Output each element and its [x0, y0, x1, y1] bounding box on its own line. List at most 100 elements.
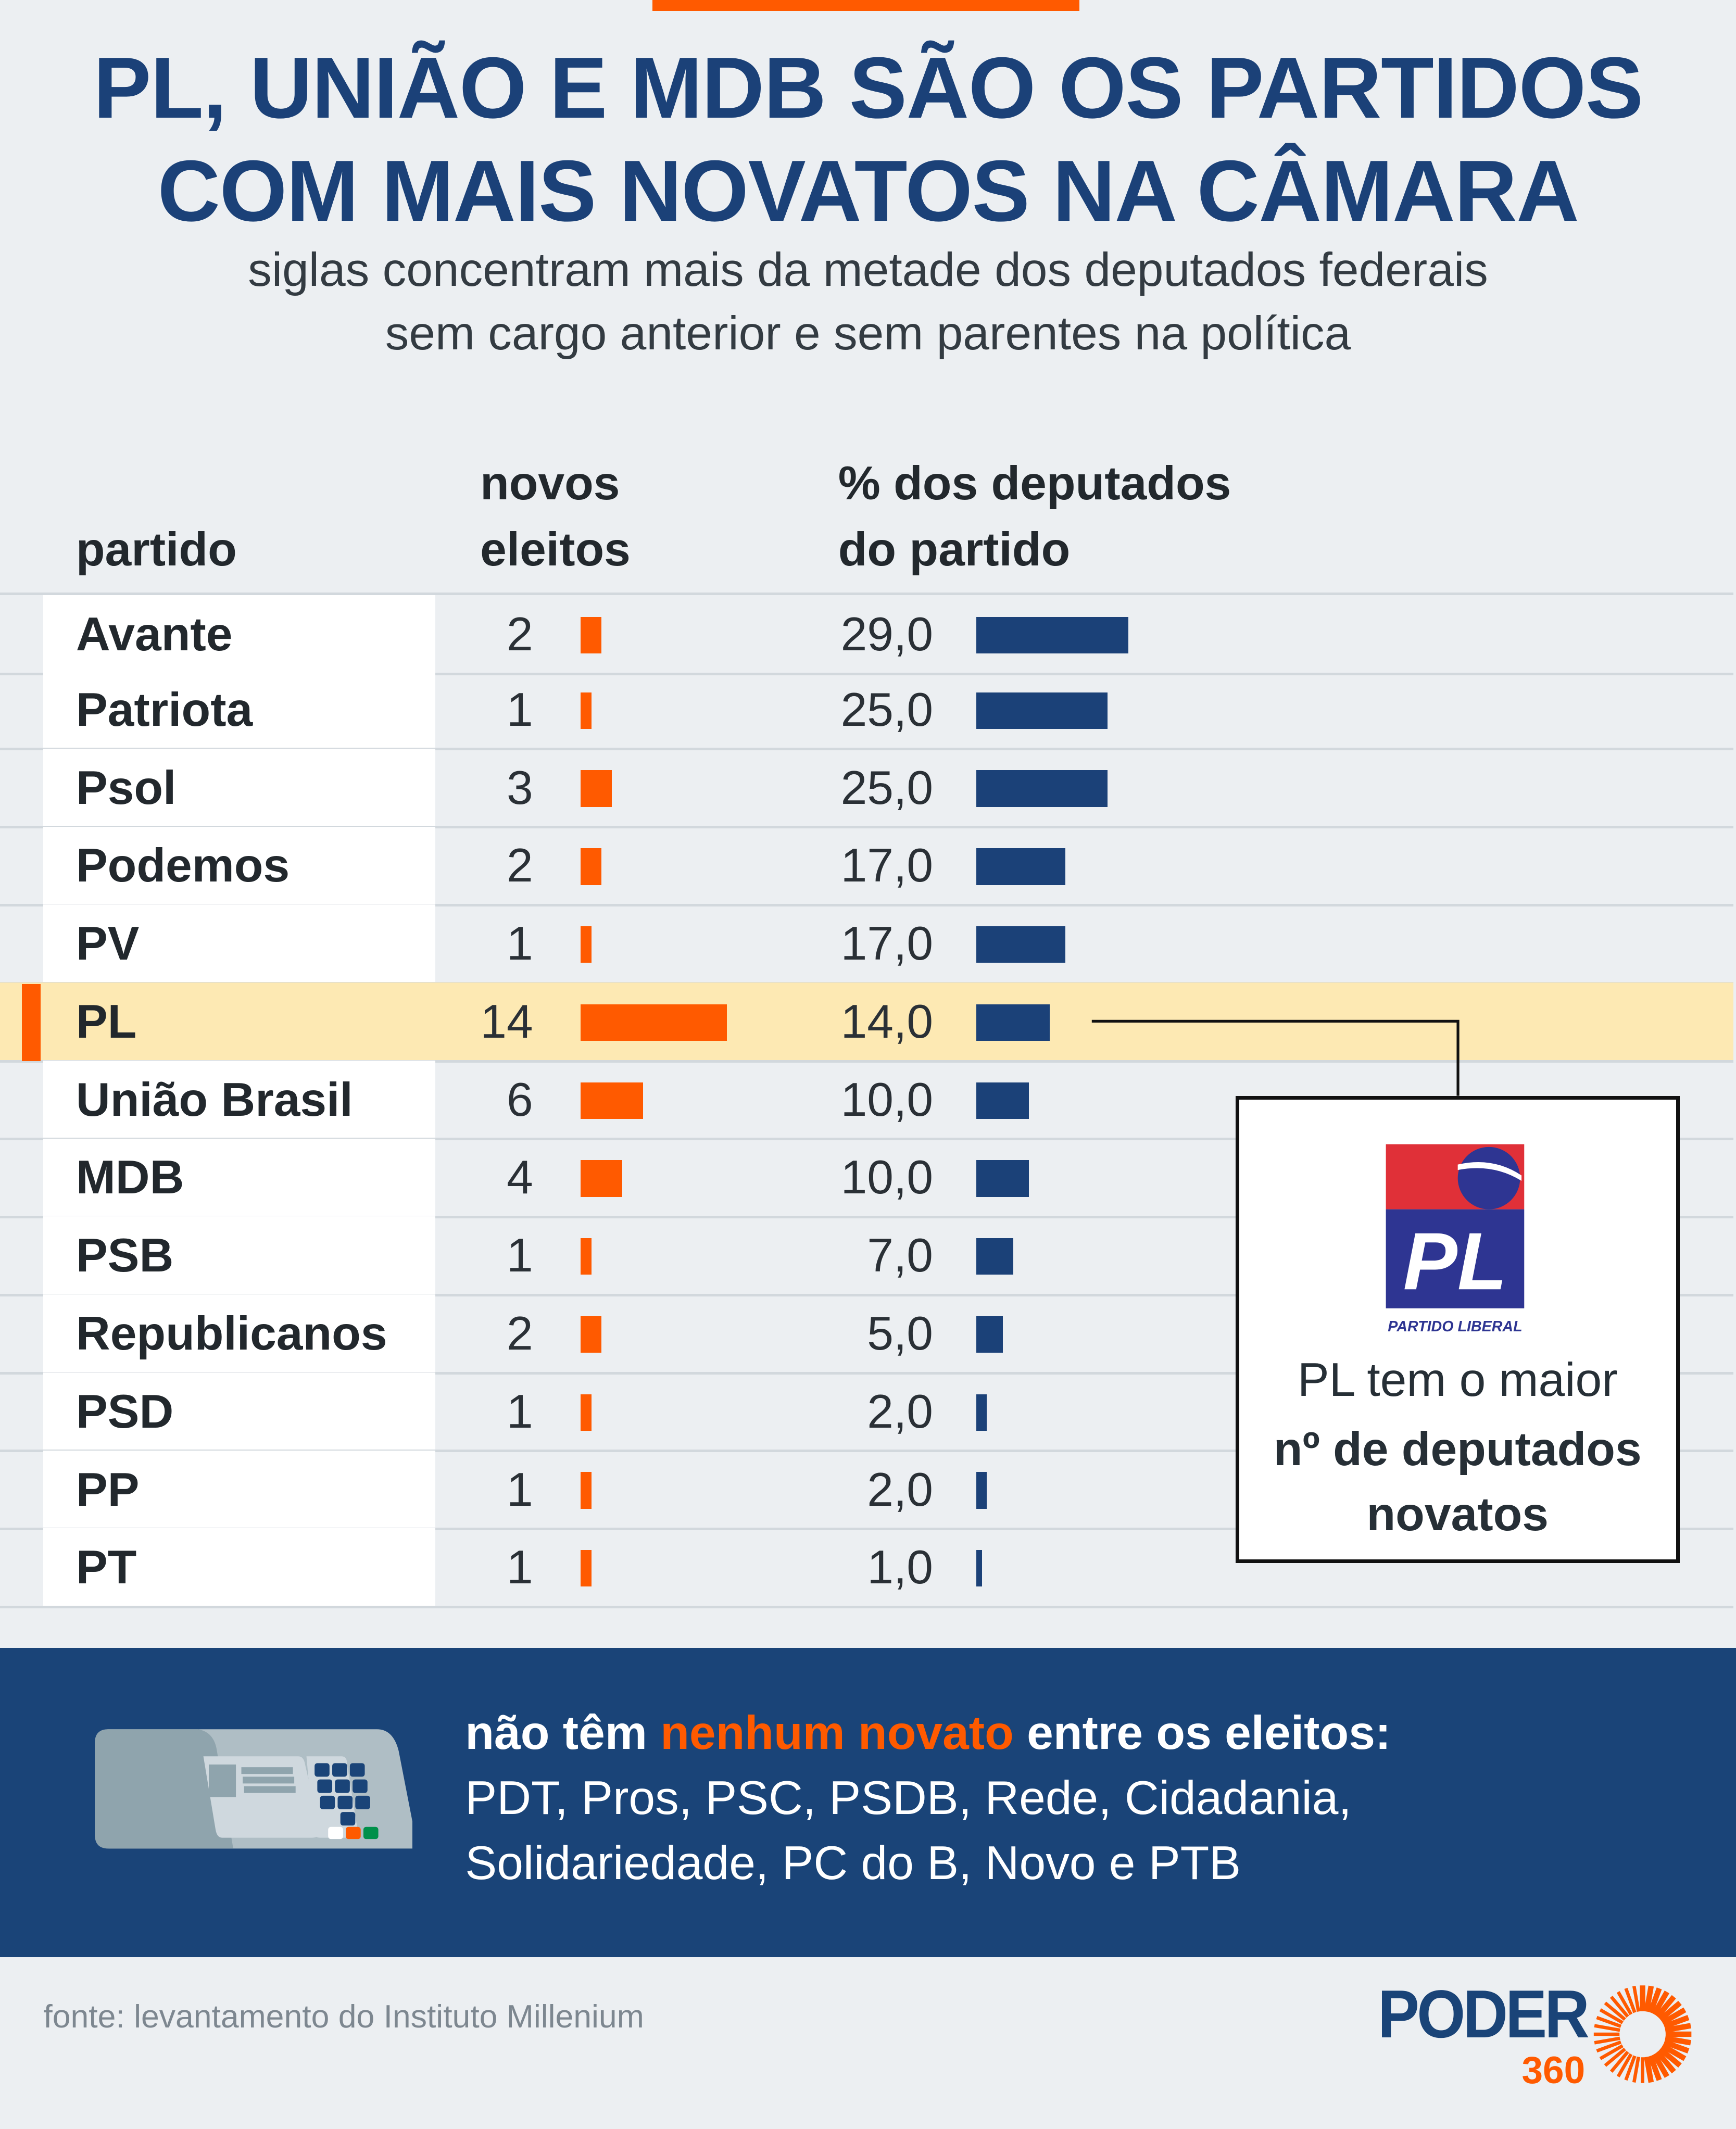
pl-logo-letters: PL: [1403, 1216, 1507, 1307]
sun-ray: [1596, 2040, 1621, 2053]
party-cell: [43, 826, 436, 904]
table-row: Republicanos 2 5,0: [0, 1294, 1733, 1375]
sun-ray: [1596, 2015, 1621, 2028]
sun-ray: [1658, 2000, 1682, 2022]
callout-bold-text: nº de deputados novatos: [1239, 1417, 1676, 1547]
party-name: PT: [76, 1541, 137, 1594]
party-name: União Brasil: [76, 1073, 353, 1126]
sun-ray: [1663, 2015, 1690, 2029]
callout-line-3: novatos: [1366, 1488, 1549, 1541]
callout-line-2: nº de deputados: [1273, 1422, 1642, 1476]
pct-bar: [976, 1004, 1050, 1041]
header-pct-line1: % dos deputados: [838, 456, 1231, 510]
subtitle-line-1: siglas concentram mais da metade dos dep…: [248, 243, 1488, 296]
table-row: Podemos 2 17,0: [0, 826, 1733, 907]
table-row: PSD 1 2,0: [0, 1372, 1733, 1453]
pct-bar: [976, 1394, 987, 1431]
party-cell: [43, 1138, 436, 1216]
banner-lead: não têm nenhum novato entre os eleitos:: [465, 1705, 1391, 1761]
party-cell: [43, 1294, 436, 1372]
novos-value: 1: [506, 1541, 533, 1594]
top-accent-bar: [652, 0, 1080, 11]
sun-ray: [1604, 2001, 1626, 2021]
party-cell: [43, 1060, 436, 1138]
pct-value: 10,0: [840, 1151, 934, 1204]
sun-ray: [1647, 2055, 1662, 2081]
sun-ray: [1643, 1985, 1654, 2012]
table-row: Patriota 1 25,0: [0, 671, 1733, 751]
novos-bar: [580, 1316, 601, 1353]
party-cell: [43, 595, 436, 673]
novos-value: 2: [506, 1307, 533, 1360]
novos-bar: [580, 1160, 623, 1197]
pct-bar: [976, 1160, 1029, 1197]
sun-ray: [1655, 2050, 1676, 2074]
sun-ray: [1664, 2023, 1691, 2033]
sun-ray: [1660, 2043, 1687, 2061]
party-name: PV: [76, 917, 140, 971]
novos-value: 1: [506, 1463, 533, 1516]
table-row: Avante 2 29,0: [0, 593, 1733, 675]
table-row: União Brasil 6 10,0: [0, 1060, 1733, 1141]
novos-bar: [580, 616, 601, 654]
party-cell: [43, 671, 436, 748]
pct-bar: [976, 1238, 1013, 1275]
poder360-logo: PODER 360: [1375, 1980, 1701, 2094]
pct-value: 29,0: [840, 608, 934, 661]
party-name: Avante: [76, 608, 233, 661]
sun-ray: [1663, 2039, 1690, 2054]
title-line-1: PL, UNIÃO E MDB SÃO OS PARTIDOS: [93, 40, 1643, 137]
subtitle-line-2: sem cargo anterior e sem parentes na pol…: [385, 307, 1351, 360]
table-row: MDB 4 10,0: [0, 1138, 1733, 1219]
novos-value: 14: [480, 994, 533, 1048]
sun-ray: [1624, 1987, 1637, 2013]
header-novos-line2: eleitos: [480, 523, 631, 576]
sun-ray: [1632, 1986, 1640, 2012]
logo-word: PODER: [1378, 1975, 1590, 2052]
pct-bar: [976, 770, 1108, 807]
logo-number: 360: [1521, 2049, 1586, 2092]
pct-value: 10,0: [840, 1073, 934, 1126]
banner-line-3: Solidariedade, PC do B, Novo e PTB: [465, 1836, 1241, 1890]
novos-bar: [580, 1238, 592, 1275]
sun-ray: [1651, 2052, 1669, 2078]
table-row: PP 1 2,0: [0, 1450, 1733, 1531]
party-name: Psol: [76, 761, 177, 814]
header-novos-line1: novos: [480, 456, 620, 510]
no-newcomers-banner: não têm nenhum novato entre os eleitos: …: [0, 1647, 1736, 1957]
pl-callout-box: PL PARTIDO LIBERAL PL tem o maior nº de …: [1235, 1095, 1680, 1563]
sun-ray: [1594, 2024, 1620, 2032]
novos-bar: [580, 770, 612, 807]
pct-value: 17,0: [840, 917, 934, 971]
party-cell: [43, 1450, 436, 1528]
novos-value: 6: [506, 1073, 533, 1126]
sun-ray: [1624, 2055, 1637, 2081]
novos-bar: [580, 848, 601, 885]
novos-bar: [580, 1082, 644, 1119]
sun-ray: [1616, 2053, 1632, 2077]
novos-bar: [580, 692, 592, 729]
party-cell: [43, 1372, 436, 1450]
sun-ray: [1609, 1996, 1629, 2018]
pct-value: 2,0: [867, 1463, 934, 1516]
sunburst-icon: [1593, 1985, 1692, 2083]
sun-ray: [1594, 2036, 1620, 2045]
party-name: Patriota: [76, 683, 253, 736]
pct-bar: [976, 616, 1129, 654]
pct-value: 2,0: [867, 1384, 934, 1438]
sun-ray: [1616, 1991, 1632, 2015]
pct-bar: [976, 1550, 982, 1587]
pct-value: 1,0: [867, 1541, 934, 1594]
pct-value: 14,0: [840, 994, 934, 1048]
novos-bar: [580, 1004, 727, 1041]
pct-bar: [976, 1082, 1029, 1119]
party-cell: [43, 1528, 436, 1606]
novos-value: 1: [506, 683, 533, 736]
pct-bar: [976, 1472, 987, 1509]
sun-ray: [1660, 2007, 1687, 2025]
highlight-marker: [21, 984, 41, 1062]
pct-bar: [976, 1316, 1003, 1353]
sun-ray: [1647, 1987, 1662, 2014]
party-cell: [43, 748, 436, 826]
